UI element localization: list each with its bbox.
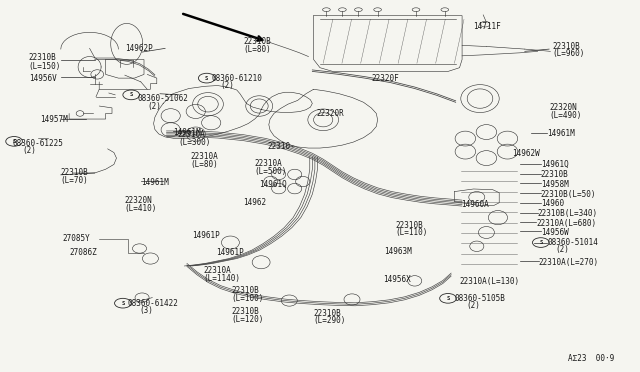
Text: (L=80): (L=80) — [191, 160, 218, 169]
Text: 22310A: 22310A — [191, 153, 218, 161]
Text: 08360-61210: 08360-61210 — [211, 74, 262, 83]
Text: (L=80): (L=80) — [243, 45, 271, 54]
Text: 22310B: 22310B — [29, 53, 56, 62]
Text: 14957M: 14957M — [40, 115, 67, 124]
Text: (2): (2) — [147, 102, 161, 110]
Text: 14961M: 14961M — [173, 128, 200, 137]
Text: 14961M: 14961M — [547, 129, 575, 138]
Text: 22310B: 22310B — [61, 169, 88, 177]
Text: 22310B: 22310B — [552, 42, 580, 51]
Text: (2): (2) — [22, 146, 36, 155]
Text: 14958M: 14958M — [541, 180, 568, 189]
Text: S: S — [129, 92, 133, 97]
Text: 22310A(L=130): 22310A(L=130) — [460, 278, 520, 286]
Text: (L=120): (L=120) — [232, 315, 264, 324]
Text: 22320R: 22320R — [317, 109, 344, 118]
Text: (L=410): (L=410) — [125, 204, 157, 213]
Text: 08360-61225: 08360-61225 — [13, 139, 63, 148]
Text: 14711F: 14711F — [474, 22, 501, 31]
Text: (2): (2) — [556, 246, 570, 254]
Text: 14962P: 14962P — [125, 44, 152, 53]
Text: (L=500): (L=500) — [255, 167, 287, 176]
Text: 14961M: 14961M — [141, 178, 168, 187]
Text: 22310A: 22310A — [178, 130, 205, 139]
Text: 22310B(L=340): 22310B(L=340) — [538, 209, 598, 218]
Text: 14961P: 14961P — [216, 248, 244, 257]
Text: 14962W: 14962W — [512, 149, 540, 158]
Text: 22320N: 22320N — [549, 103, 577, 112]
Text: 14956W: 14956W — [541, 228, 568, 237]
Text: 22310-: 22310- — [268, 142, 295, 151]
Text: 14960: 14960 — [541, 199, 564, 208]
Text: 14961P: 14961P — [192, 231, 220, 240]
Text: (L=110): (L=110) — [396, 228, 428, 237]
Text: 22320N: 22320N — [125, 196, 152, 205]
Text: S: S — [539, 240, 543, 245]
Text: 27085Y: 27085Y — [63, 234, 90, 243]
Text: 22310B(L=50): 22310B(L=50) — [541, 190, 596, 199]
Text: (2): (2) — [221, 81, 235, 90]
Text: 22310A: 22310A — [204, 266, 231, 275]
Text: 14962: 14962 — [243, 198, 266, 207]
Text: S: S — [121, 301, 125, 306]
Text: S: S — [446, 296, 450, 301]
Text: 22310B: 22310B — [396, 221, 423, 230]
Text: 22310A(L=680): 22310A(L=680) — [536, 219, 596, 228]
Text: 14956V: 14956V — [29, 74, 56, 83]
Text: 22310B: 22310B — [232, 307, 259, 316]
Text: 22310B: 22310B — [232, 286, 259, 295]
Text: (L=290): (L=290) — [314, 316, 346, 325]
Text: 22310B: 22310B — [541, 170, 568, 179]
Text: 08360-61422: 08360-61422 — [128, 299, 179, 308]
Text: (L=100): (L=100) — [232, 294, 264, 303]
Text: S: S — [12, 139, 16, 144]
Text: 22310A(L=270): 22310A(L=270) — [539, 258, 599, 267]
Text: (2): (2) — [466, 301, 480, 310]
Text: 14961Q: 14961Q — [259, 180, 287, 189]
Text: 27086Z: 27086Z — [69, 248, 97, 257]
Text: 22310B: 22310B — [243, 37, 271, 46]
Text: S: S — [205, 76, 209, 81]
Text: (L=490): (L=490) — [549, 111, 582, 120]
Text: 14963M: 14963M — [384, 247, 412, 256]
Text: (L=960): (L=960) — [552, 49, 585, 58]
Text: 22310B: 22310B — [314, 309, 341, 318]
Text: 14961Q: 14961Q — [541, 160, 568, 169]
Text: 14956X: 14956X — [383, 275, 410, 284]
Text: AΣ23  00·9: AΣ23 00·9 — [568, 355, 614, 363]
Text: 14960A: 14960A — [461, 200, 488, 209]
Text: (3): (3) — [140, 306, 154, 315]
Text: (L=300): (L=300) — [178, 138, 211, 147]
Text: (L=70): (L=70) — [61, 176, 88, 185]
Text: 22320F: 22320F — [371, 74, 399, 83]
Text: (L=150): (L=150) — [29, 62, 61, 71]
Text: 08360-5105B: 08360-5105B — [454, 294, 505, 303]
Text: 08360-51062: 08360-51062 — [138, 94, 188, 103]
Text: (L=1140): (L=1140) — [204, 274, 241, 283]
Text: 22310A: 22310A — [255, 159, 282, 168]
Text: 08360-51014: 08360-51014 — [547, 238, 598, 247]
